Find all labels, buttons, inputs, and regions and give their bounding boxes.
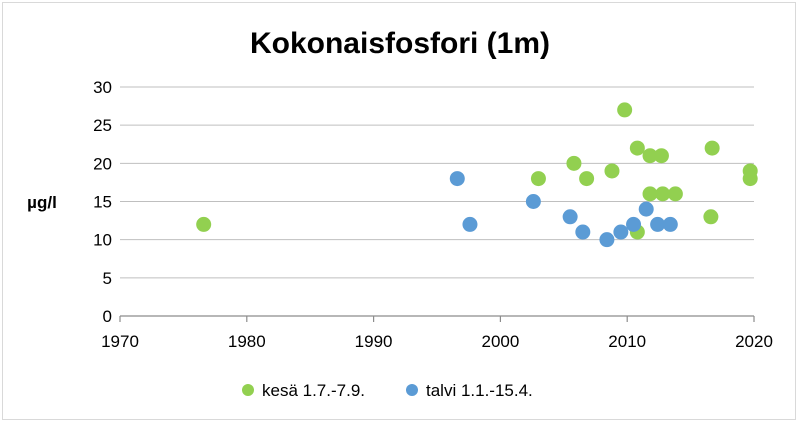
- point-talvi: [662, 216, 678, 232]
- point-kesa: [704, 140, 720, 156]
- y-tick-label: 10: [93, 231, 112, 250]
- point-talvi: [575, 224, 591, 240]
- y-tick-label: 25: [93, 116, 112, 135]
- point-kesa: [655, 186, 671, 202]
- legend-marker-kesa: [242, 384, 254, 396]
- y-tick-label: 0: [103, 307, 112, 326]
- legend: kesä 1.7.-7.9. talvi 1.1.-15.4.: [242, 381, 533, 400]
- point-kesa: [604, 163, 620, 179]
- y-tick-label: 5: [103, 269, 112, 288]
- point-talvi: [613, 224, 629, 240]
- point-talvi: [599, 232, 615, 248]
- point-talvi: [449, 171, 465, 187]
- point-kesa: [196, 216, 212, 232]
- data-points: [196, 102, 758, 248]
- point-kesa: [703, 209, 719, 225]
- point-talvi: [638, 201, 654, 217]
- point-kesa: [642, 148, 658, 164]
- x-tick-labels: 1970 1980 1990 2000 2010 2020: [101, 332, 773, 351]
- point-kesa: [566, 155, 582, 171]
- x-tick-label: 1990: [355, 332, 393, 351]
- point-talvi: [562, 209, 578, 225]
- y-tick-label: 15: [93, 193, 112, 212]
- point-kesa: [629, 140, 645, 156]
- x-tick-label: 1970: [101, 332, 139, 351]
- legend-label-talvi: talvi 1.1.-15.4.: [426, 381, 533, 400]
- point-kesa: [642, 186, 658, 202]
- y-axis-label: µg/l: [27, 193, 57, 212]
- point-kesa: [617, 102, 633, 118]
- point-kesa: [579, 171, 595, 187]
- point-kesa: [653, 148, 669, 164]
- x-tick-label: 2010: [608, 332, 646, 351]
- point-kesa: [667, 186, 683, 202]
- gridlines: [120, 86, 754, 279]
- point-kesa: [742, 171, 758, 187]
- point-talvi: [525, 194, 541, 209]
- point-kesa: [530, 171, 546, 187]
- legend-label-kesa: kesä 1.7.-7.9.: [262, 381, 365, 400]
- y-tick-label: 30: [93, 78, 112, 97]
- y-tick-label: 20: [93, 154, 112, 173]
- axes: [119, 315, 755, 322]
- chart-title: Kokonaisfosfori (1m): [250, 27, 550, 60]
- x-tick-label: 1980: [228, 332, 266, 351]
- chart-frame: [2, 2, 796, 420]
- point-talvi: [462, 216, 478, 232]
- point-talvi: [626, 216, 642, 232]
- x-tick-label: 2000: [481, 332, 519, 351]
- x-tick-label: 2020: [735, 332, 773, 351]
- legend-marker-talvi: [406, 384, 418, 396]
- point-talvi: [650, 216, 666, 232]
- y-tick-labels: 0 5 10 15 20 25 30: [93, 78, 112, 326]
